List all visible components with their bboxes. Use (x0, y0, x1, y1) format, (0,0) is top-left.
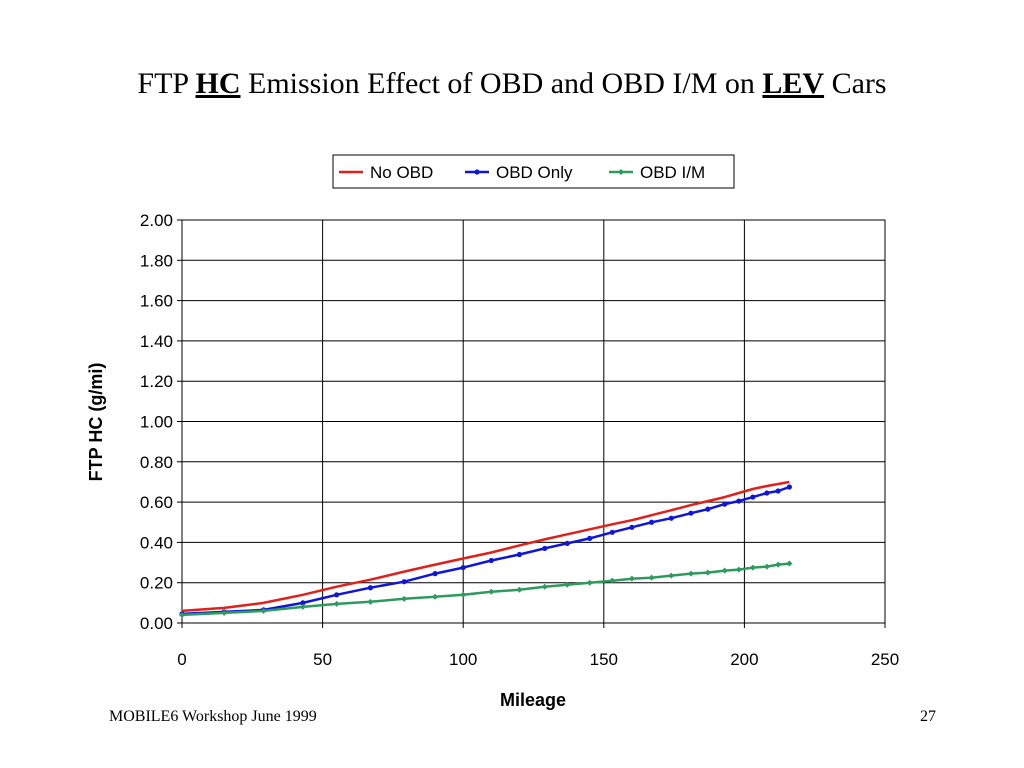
page-number: 27 (920, 708, 936, 725)
data-point (179, 611, 185, 618)
legend-entry: OBD Only (465, 163, 573, 182)
x-axis-title: Mileage (500, 690, 566, 710)
data-point (401, 579, 407, 585)
title-part-lev: LEV (762, 67, 825, 100)
data-point (516, 586, 523, 593)
x-axis-tick-labels: 0 50 100 150 200 250 (177, 650, 899, 669)
data-point (609, 529, 615, 535)
data-point (260, 607, 267, 614)
data-point (786, 484, 792, 490)
data-point (764, 490, 770, 496)
data-point (749, 564, 756, 571)
data-point (488, 588, 495, 595)
y-tick-label: 2.00 (140, 211, 173, 230)
y-gridlines (177, 219, 885, 624)
data-point (460, 564, 466, 571)
series-obd-i-m (179, 560, 793, 618)
data-point (668, 515, 674, 521)
x-tick-label: 200 (730, 650, 758, 669)
legend-label: OBD Only (496, 163, 573, 182)
y-tick-label: 0.00 (140, 614, 173, 633)
data-point (587, 535, 593, 541)
legend-entry: No OBD (339, 163, 433, 182)
y-tick-label: 1.60 (140, 292, 173, 311)
data-point (300, 600, 306, 606)
legend-label: OBD I/M (640, 163, 705, 182)
data-point (704, 569, 711, 576)
data-point (541, 583, 548, 590)
data-point (750, 494, 756, 500)
series-no-obd (181, 480, 790, 613)
legend-label: No OBD (370, 163, 433, 182)
data-point (609, 577, 616, 584)
x-tick-label: 100 (449, 650, 477, 669)
y-tick-label: 0.60 (140, 493, 173, 512)
data-point (722, 501, 728, 507)
y-axis-tick-labels: 0.00 0.20 0.40 0.60 0.80 1.00 1.20 1.40 1.60 1.80… (140, 211, 173, 633)
data-point (586, 579, 593, 586)
title-part-1: FTP (137, 67, 196, 100)
data-point (648, 574, 655, 581)
legend-marker (618, 169, 624, 175)
data-point (334, 592, 340, 598)
data-point (668, 572, 675, 579)
x-tick-label: 250 (871, 650, 899, 669)
data-point (687, 570, 694, 577)
data-point (516, 551, 523, 558)
data-point (775, 488, 781, 494)
data-point (542, 545, 548, 552)
y-tick-label: 0.40 (140, 533, 173, 552)
data-point (705, 506, 711, 512)
title-part-3: Emission Effect of OBD and OBD I/M on (240, 67, 763, 100)
data-point (628, 575, 635, 582)
data-point (367, 585, 374, 591)
data-point (736, 498, 742, 504)
y-tick-label: 1.40 (140, 332, 173, 351)
data-point (432, 571, 438, 577)
data-point (221, 609, 228, 616)
data-point (688, 510, 694, 516)
y-tick-label: 1.80 (140, 251, 173, 270)
legend: No OBD OBD Only OBD I/M (332, 154, 735, 189)
y-tick-label: 0.20 (140, 574, 173, 593)
y-tick-label: 0.80 (140, 453, 173, 472)
y-axis-title: FTP HC (g/mi) (86, 363, 106, 482)
y-tick-label: 1.20 (140, 372, 173, 391)
data-point (564, 540, 570, 547)
data-point (460, 591, 467, 598)
data-point (786, 560, 793, 567)
slide-title: FTP HC Emission Effect of OBD and OBD I/… (0, 64, 1024, 104)
legend-entry: OBD I/M (609, 163, 705, 182)
data-point (775, 561, 782, 568)
x-tick-label: 0 (177, 650, 186, 669)
data-point (299, 603, 306, 610)
data-point (649, 519, 655, 525)
data-point (735, 566, 742, 573)
data-point (564, 581, 571, 588)
data-point (367, 598, 374, 605)
y-tick-label: 1.00 (140, 413, 173, 432)
title-part-hc: HC (195, 67, 241, 100)
x-tick-label: 150 (590, 650, 618, 669)
data-point (401, 595, 408, 602)
data-point (629, 524, 635, 530)
series-obd-only (179, 484, 792, 617)
x-gridlines (181, 220, 886, 628)
x-tick-label: 50 (313, 650, 332, 669)
title-part-5: Cars (824, 67, 887, 100)
data-point (488, 557, 494, 564)
series-line (181, 485, 790, 616)
data-point (721, 567, 728, 574)
legend-box (332, 154, 735, 189)
data-point (333, 600, 340, 607)
data-point (432, 593, 439, 600)
legend-marker (474, 169, 480, 175)
footer-text: MOBILE6 Workshop June 1999 (109, 708, 317, 725)
series-line (181, 480, 790, 613)
series-layer (179, 480, 793, 618)
plot-area (181, 219, 886, 624)
data-point (763, 563, 770, 570)
